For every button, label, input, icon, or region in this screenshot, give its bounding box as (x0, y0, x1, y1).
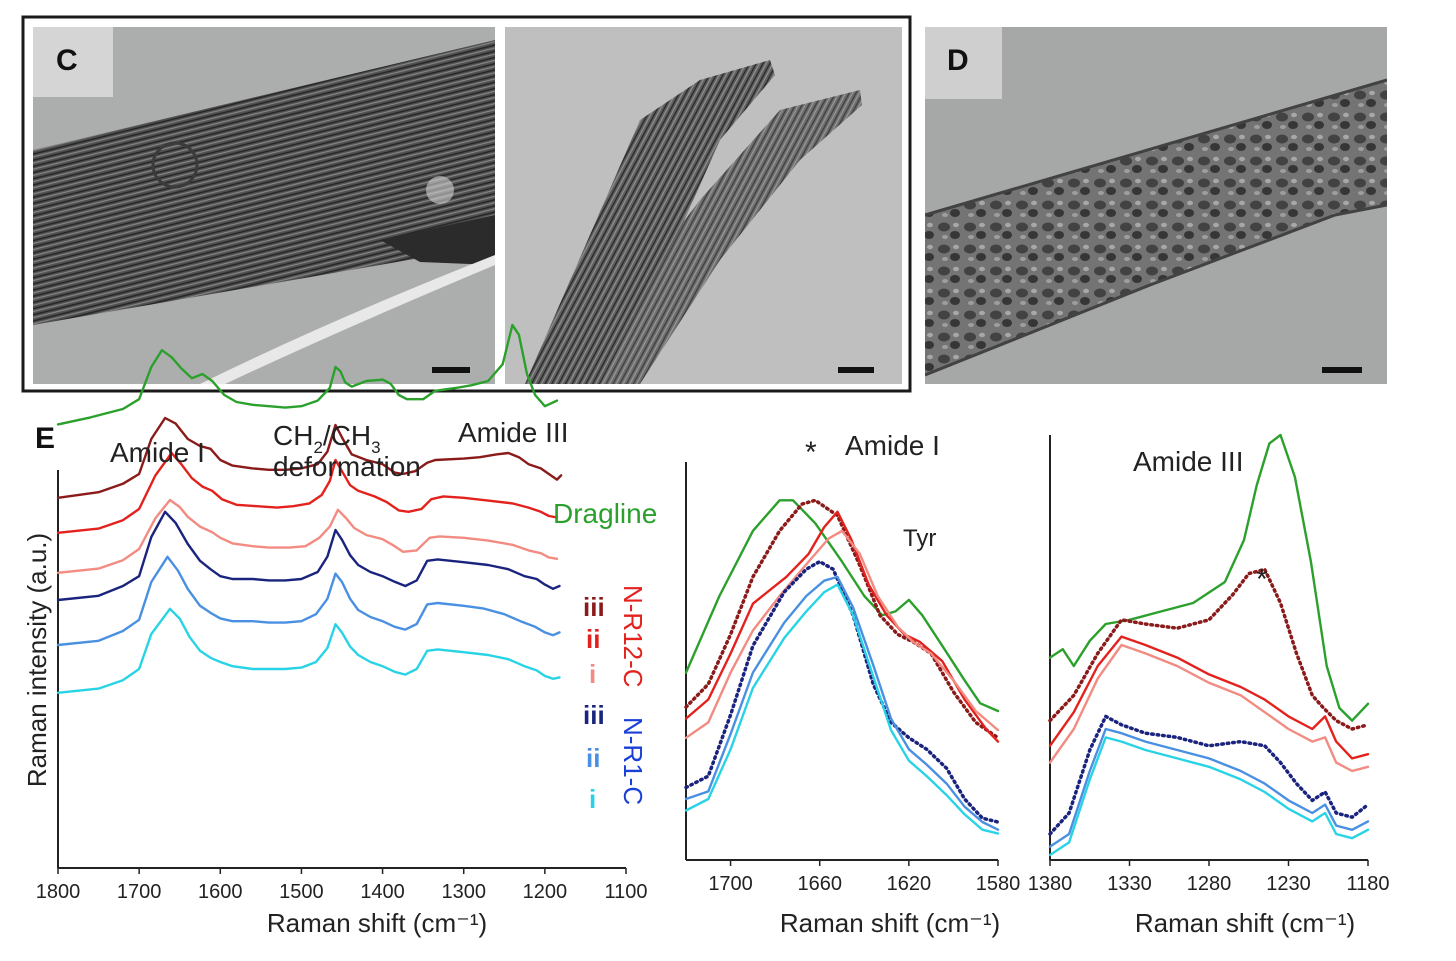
panel-c-frame (21, 15, 912, 393)
series-line (684, 529, 1000, 739)
x-tick-label: 1280 (1187, 873, 1232, 895)
annotation-amide-iii-zoom: Amide III (1133, 446, 1243, 477)
x-axis-label: Raman shift (cm⁻¹) (780, 908, 1000, 938)
legend-n-r1c-ii: ii (586, 743, 600, 773)
annotation-asterisk-amide-iii: * (1256, 563, 1268, 596)
panel-d-micrograph (925, 27, 1387, 384)
x-tick-label: 1400 (360, 881, 405, 903)
x-tick-label: 1600 (198, 881, 243, 903)
x-axis-label: Raman shift (cm⁻¹) (267, 908, 487, 938)
chart-amide-i-zoom: 1700 1660 1620 1580 Raman shift (cm⁻¹) (684, 462, 1021, 938)
panel-c-left-micrograph (33, 27, 495, 384)
x-tick-label: 1230 (1266, 873, 1311, 895)
chart-amide-iii-zoom: 1380 1330 1280 1230 1180 Raman shift (cm⁻¹) (1028, 433, 1390, 938)
x-tick-label: 1700 (708, 873, 753, 895)
series-line (1048, 433, 1370, 722)
series-line (684, 583, 1000, 835)
legend-n-r12c-iii: iii (583, 592, 605, 622)
panel-c-label: C (56, 44, 78, 77)
series-line (684, 559, 1000, 824)
y-axis-label: Raman intensity (a.u.) (22, 533, 52, 787)
x-axis-label: Raman shift (cm⁻¹) (1135, 908, 1355, 938)
series-line (1048, 643, 1370, 773)
series-line (56, 451, 559, 534)
group-label-n-r1c: N-R1-C (618, 717, 648, 805)
series-line (1048, 714, 1370, 836)
annotation-amide-i: Amide I (110, 437, 205, 468)
x-tick-label: 1800 (36, 881, 81, 903)
series-line (1048, 567, 1370, 731)
panel-c-right-micrograph (505, 27, 902, 384)
series-line (56, 323, 559, 426)
x-tick-label: 1620 (887, 873, 932, 895)
x-tick-label: 1660 (797, 873, 842, 895)
legend-n-r1c-i: i (589, 784, 596, 814)
series-line (56, 555, 561, 647)
scale-bar (1322, 367, 1362, 373)
x-tick-label: 1180 (1346, 873, 1389, 895)
series-line (56, 498, 559, 574)
series-line (1048, 727, 1370, 848)
annotation-tyr: Tyr (903, 525, 936, 552)
x-tick-label: 1500 (279, 881, 324, 903)
series-line (56, 416, 563, 499)
annotation-amide-iii: Amide III (458, 417, 568, 448)
x-tick-label: 1700 (117, 881, 162, 903)
scale-bar (838, 367, 874, 373)
series-line (684, 510, 1000, 743)
x-tick-label: 1580 (976, 873, 1021, 895)
scale-bar (432, 367, 470, 373)
legend-dragline: Dragline (553, 498, 657, 529)
x-tick-label: 1300 (441, 881, 486, 903)
panel-e-label: E (35, 422, 55, 455)
annotation-ch-deformation: CH2/CH3 (273, 420, 381, 457)
series-line (56, 510, 561, 602)
annotation-amide-i-zoom: Amide I (845, 430, 940, 461)
series-line (56, 607, 561, 694)
panel-d-label: D (947, 44, 969, 77)
legend-n-r1c-iii: iii (583, 700, 605, 730)
chart-full-spectrum: 1800 1700 1600 1500 1400 1300 1200 1100 Raman i… (22, 323, 648, 938)
annotation-asterisk-amide-i: * (805, 436, 817, 469)
legend-n-r12c-i: i (589, 659, 596, 689)
series-line (1048, 635, 1370, 760)
x-tick-label: 1380 (1028, 873, 1073, 895)
series-line (684, 498, 1000, 740)
x-tick-label: 1200 (523, 881, 568, 903)
series-line (1048, 736, 1370, 857)
group-label-n-r12c: N-R12-C (618, 585, 648, 688)
x-tick-label: 1100 (604, 881, 647, 903)
series-line (684, 499, 1000, 713)
legend-n-r12c-ii: ii (586, 624, 600, 654)
x-tick-label: 1330 (1107, 873, 1152, 895)
series-line (684, 575, 1000, 831)
annotation-deformation: deformation (273, 451, 421, 482)
